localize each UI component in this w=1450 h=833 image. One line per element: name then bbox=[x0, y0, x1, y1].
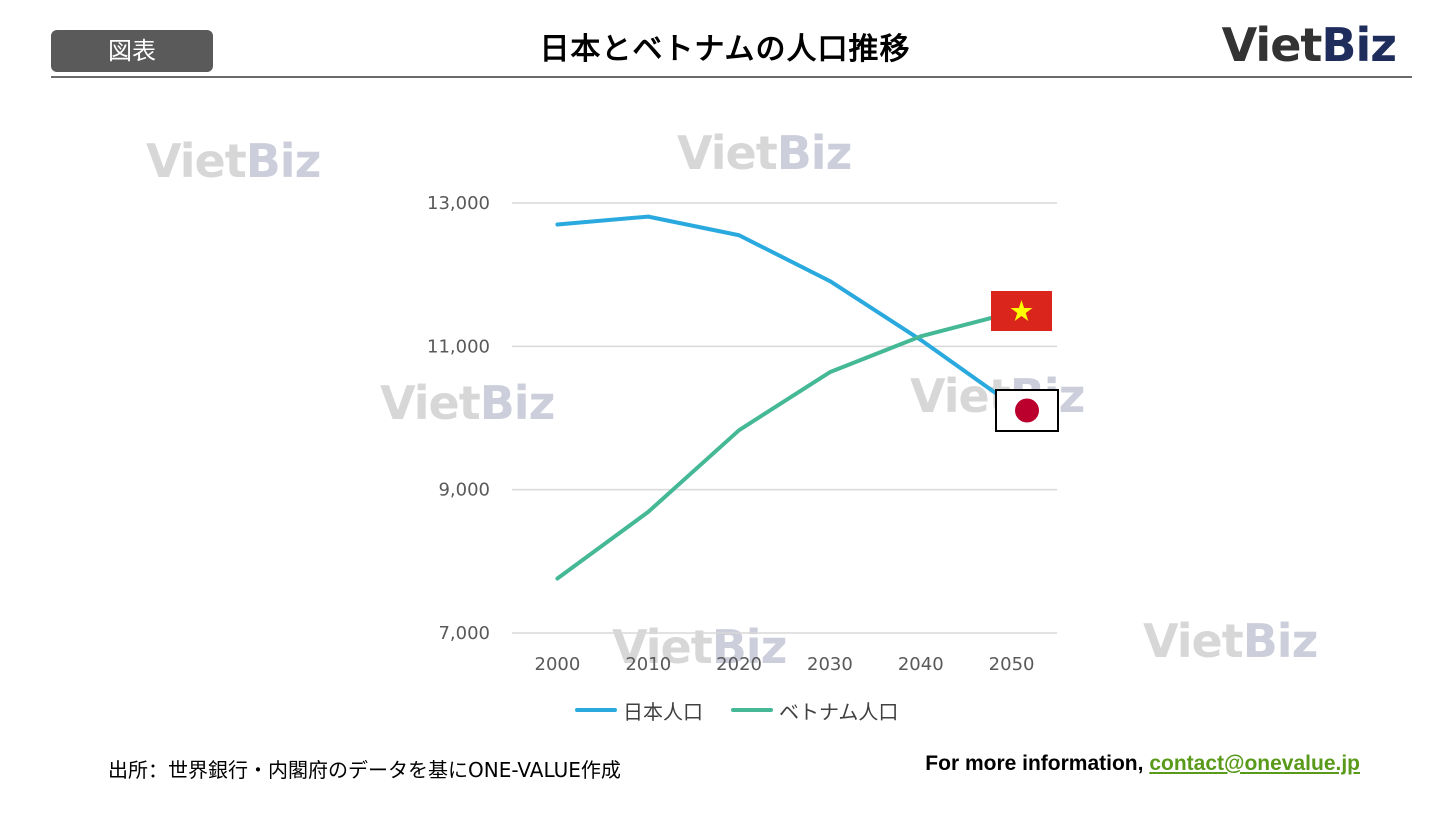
source-note: 出所：世界銀行・内閣府のデータを基にONE-VALUE作成 bbox=[108, 758, 621, 782]
contact-label: For more information, bbox=[925, 752, 1150, 775]
logo-text-biz: Biz bbox=[1321, 18, 1397, 72]
x-axis-ticks: 2000 2010 2020 2030 2040 2050 bbox=[535, 654, 1035, 675]
x-tick-label: 2050 bbox=[989, 654, 1035, 675]
x-tick-label: 2000 bbox=[535, 654, 581, 675]
contact-email-link[interactable]: contact@onevalue.jp bbox=[1149, 752, 1360, 775]
x-tick-label: 2030 bbox=[807, 654, 853, 675]
legend-label-japan: 日本人口 bbox=[623, 699, 703, 724]
legend-swatch-japan bbox=[575, 708, 617, 712]
chart-legend: 日本人口 ベトナム人口 bbox=[575, 695, 898, 725]
y-tick-label: 13,000 bbox=[427, 193, 490, 214]
series-line-vietnam bbox=[555, 310, 1014, 581]
y-tick-label: 9,000 bbox=[438, 480, 490, 501]
legend-label-vietnam: ベトナム人口 bbox=[779, 699, 899, 724]
x-tick-label: 2020 bbox=[716, 654, 762, 675]
x-tick-label: 2040 bbox=[898, 654, 944, 675]
header-divider bbox=[51, 76, 1412, 78]
y-tick-label: 7,000 bbox=[438, 623, 490, 644]
grid-lines bbox=[512, 202, 1057, 634]
legend-item-vietnam: ベトナム人口 bbox=[731, 696, 898, 725]
y-axis-ticks: 7,000 9,000 11,000 13,000 bbox=[427, 193, 490, 644]
legend-swatch-vietnam bbox=[731, 708, 773, 712]
figure-badge: 図表 bbox=[51, 30, 213, 72]
page-title: 日本とベトナムの人口推移 bbox=[539, 32, 911, 67]
vietnam-flag-icon bbox=[991, 291, 1052, 331]
japan-flag-icon bbox=[995, 389, 1059, 432]
series-line-japan bbox=[555, 214, 1014, 407]
contact-info: For more information, contact@onevalue.j… bbox=[925, 752, 1360, 776]
x-tick-label: 2010 bbox=[625, 654, 671, 675]
vietbiz-logo: VietBiz bbox=[1221, 18, 1397, 72]
legend-item-japan: 日本人口 bbox=[575, 696, 703, 725]
series-lines bbox=[555, 214, 1014, 581]
y-tick-label: 11,000 bbox=[427, 336, 490, 357]
logo-text-viet: Viet bbox=[1221, 18, 1323, 72]
